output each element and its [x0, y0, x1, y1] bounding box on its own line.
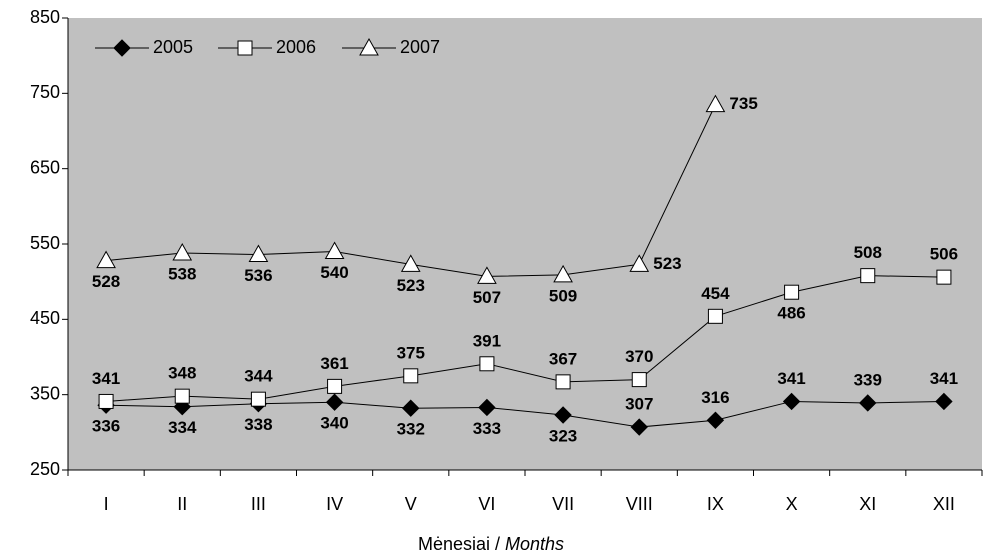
data-label: 334 — [168, 418, 197, 437]
marker — [325, 393, 344, 411]
data-label: 375 — [397, 343, 425, 362]
marker — [555, 374, 571, 390]
legend-label: 2006 — [276, 37, 316, 57]
plot-area — [68, 18, 982, 470]
series-line — [106, 275, 944, 402]
x-tick-label: X — [786, 494, 798, 514]
y-tick-label: 250 — [30, 459, 60, 479]
data-label: 508 — [854, 243, 882, 262]
y-tick-label: 750 — [30, 82, 60, 102]
data-label: 540 — [320, 263, 348, 282]
data-label: 333 — [473, 419, 501, 438]
marker — [324, 241, 345, 260]
data-label: 391 — [473, 331, 501, 350]
marker — [554, 406, 572, 424]
data-label: 361 — [320, 354, 348, 373]
marker — [327, 378, 343, 394]
data-label: 506 — [930, 245, 958, 264]
marker — [248, 244, 269, 263]
marker — [706, 411, 725, 429]
x-tick-label: IX — [707, 494, 724, 514]
marker — [784, 284, 800, 300]
y-tick-label: 650 — [30, 157, 60, 177]
data-label: 348 — [168, 364, 196, 383]
data-label: 344 — [244, 367, 273, 386]
x-tick-label: III — [251, 494, 266, 514]
data-label: 307 — [625, 395, 653, 414]
marker — [629, 254, 650, 272]
legend-label: 2005 — [153, 37, 193, 57]
data-label: 332 — [397, 420, 425, 439]
marker — [478, 398, 496, 417]
legend-marker — [359, 37, 379, 56]
x-tick-label: VI — [478, 494, 495, 514]
x-tick-label: II — [177, 494, 187, 514]
data-label: 538 — [168, 265, 196, 284]
marker — [553, 264, 573, 283]
x-tick-label: VIII — [626, 494, 653, 514]
data-label: 341 — [92, 369, 120, 388]
data-label: 528 — [92, 272, 120, 291]
marker — [96, 250, 116, 269]
y-tick-label: 350 — [30, 383, 60, 403]
x-tick-label: V — [405, 494, 417, 514]
data-label: 486 — [777, 304, 805, 323]
data-label: 341 — [777, 369, 805, 388]
series-line — [106, 400, 944, 428]
marker — [174, 388, 190, 404]
data-label: 338 — [244, 415, 272, 434]
data-label: 523 — [653, 254, 681, 273]
data-label: 323 — [549, 426, 577, 445]
marker — [477, 266, 497, 284]
marker — [403, 368, 419, 384]
legend-label: 2007 — [400, 37, 440, 57]
marker — [631, 372, 647, 388]
data-label: 507 — [473, 288, 501, 307]
y-tick-label: 450 — [30, 308, 60, 328]
y-tick-label: 550 — [30, 233, 60, 253]
data-label: 509 — [549, 286, 577, 305]
data-label: 339 — [854, 370, 882, 389]
marker — [172, 243, 193, 261]
marker — [400, 254, 421, 272]
x-tick-label: XII — [933, 494, 955, 514]
legend-marker — [113, 39, 131, 57]
marker — [935, 392, 953, 411]
x-tick-label: I — [104, 494, 109, 514]
data-label: 341 — [930, 369, 958, 388]
x-axis-label: Mėnesiai / — [418, 534, 500, 554]
data-label: 370 — [625, 347, 653, 366]
data-label: 735 — [729, 94, 757, 113]
y-tick-label: 850 — [30, 7, 60, 27]
marker — [479, 356, 495, 372]
data-label: 336 — [92, 417, 120, 436]
data-label: 536 — [244, 266, 272, 285]
x-axis-label-italic: Months — [505, 534, 564, 554]
marker — [936, 269, 952, 285]
x-tick-label: IV — [326, 494, 343, 514]
marker — [630, 418, 648, 436]
x-tick-label: XI — [859, 494, 876, 514]
data-label: 523 — [397, 276, 425, 295]
marker — [859, 394, 877, 412]
marker — [860, 268, 876, 284]
marker — [98, 393, 114, 409]
legend-marker — [237, 40, 253, 56]
data-label: 316 — [701, 388, 729, 407]
marker — [402, 399, 420, 417]
data-label: 340 — [320, 414, 348, 433]
marker — [705, 94, 726, 113]
x-tick-label: VII — [552, 494, 574, 514]
marker — [782, 392, 801, 411]
marker — [707, 308, 723, 324]
data-label: 367 — [549, 349, 577, 368]
marker — [250, 391, 266, 407]
data-label: 454 — [701, 284, 730, 303]
